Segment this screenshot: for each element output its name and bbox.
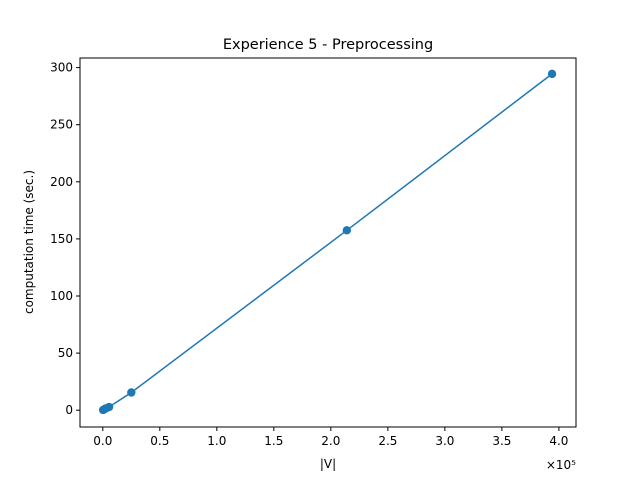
series-layer bbox=[98, 69, 557, 415]
x-tick-label: 3.0 bbox=[435, 434, 454, 448]
x-tick-label: 1.0 bbox=[207, 434, 226, 448]
y-tick-label: 50 bbox=[58, 346, 73, 360]
x-tick-label: 0.0 bbox=[93, 434, 112, 448]
x-tick-label: 1.5 bbox=[264, 434, 283, 448]
x-tick-label: 0.5 bbox=[150, 434, 169, 448]
y-tick-label: 300 bbox=[50, 61, 73, 75]
chart-title: Experience 5 - Preprocessing bbox=[223, 37, 433, 53]
x-tick-label: 4.0 bbox=[549, 434, 568, 448]
axes-frame bbox=[79, 57, 577, 428]
x-axis-offset-label: ×10⁵ bbox=[546, 458, 576, 472]
y-tick-label: 0 bbox=[65, 403, 73, 417]
y-axis: 0 50 100 150 200 250 300 bbox=[50, 61, 80, 417]
x-tick-label: 3.5 bbox=[492, 434, 511, 448]
data-point bbox=[342, 226, 352, 235]
y-tick-label: 250 bbox=[50, 118, 73, 132]
data-point bbox=[127, 388, 136, 397]
y-tick-label: 200 bbox=[50, 175, 73, 189]
x-axis-label: |V| bbox=[320, 457, 336, 471]
x-tick-label: 2.0 bbox=[321, 434, 340, 448]
x-tick-label: 2.5 bbox=[378, 434, 397, 448]
y-tick-label: 100 bbox=[50, 289, 73, 303]
plot-area bbox=[79, 57, 577, 428]
data-point bbox=[104, 402, 114, 412]
x-axis: 0.0 0.5 1.0 1.5 2.0 2.5 3.0 3.5 4.0 bbox=[93, 427, 568, 448]
y-tick-label: 150 bbox=[50, 232, 73, 246]
data-point bbox=[547, 69, 557, 79]
y-axis-label: computation time (sec.) bbox=[22, 170, 36, 314]
